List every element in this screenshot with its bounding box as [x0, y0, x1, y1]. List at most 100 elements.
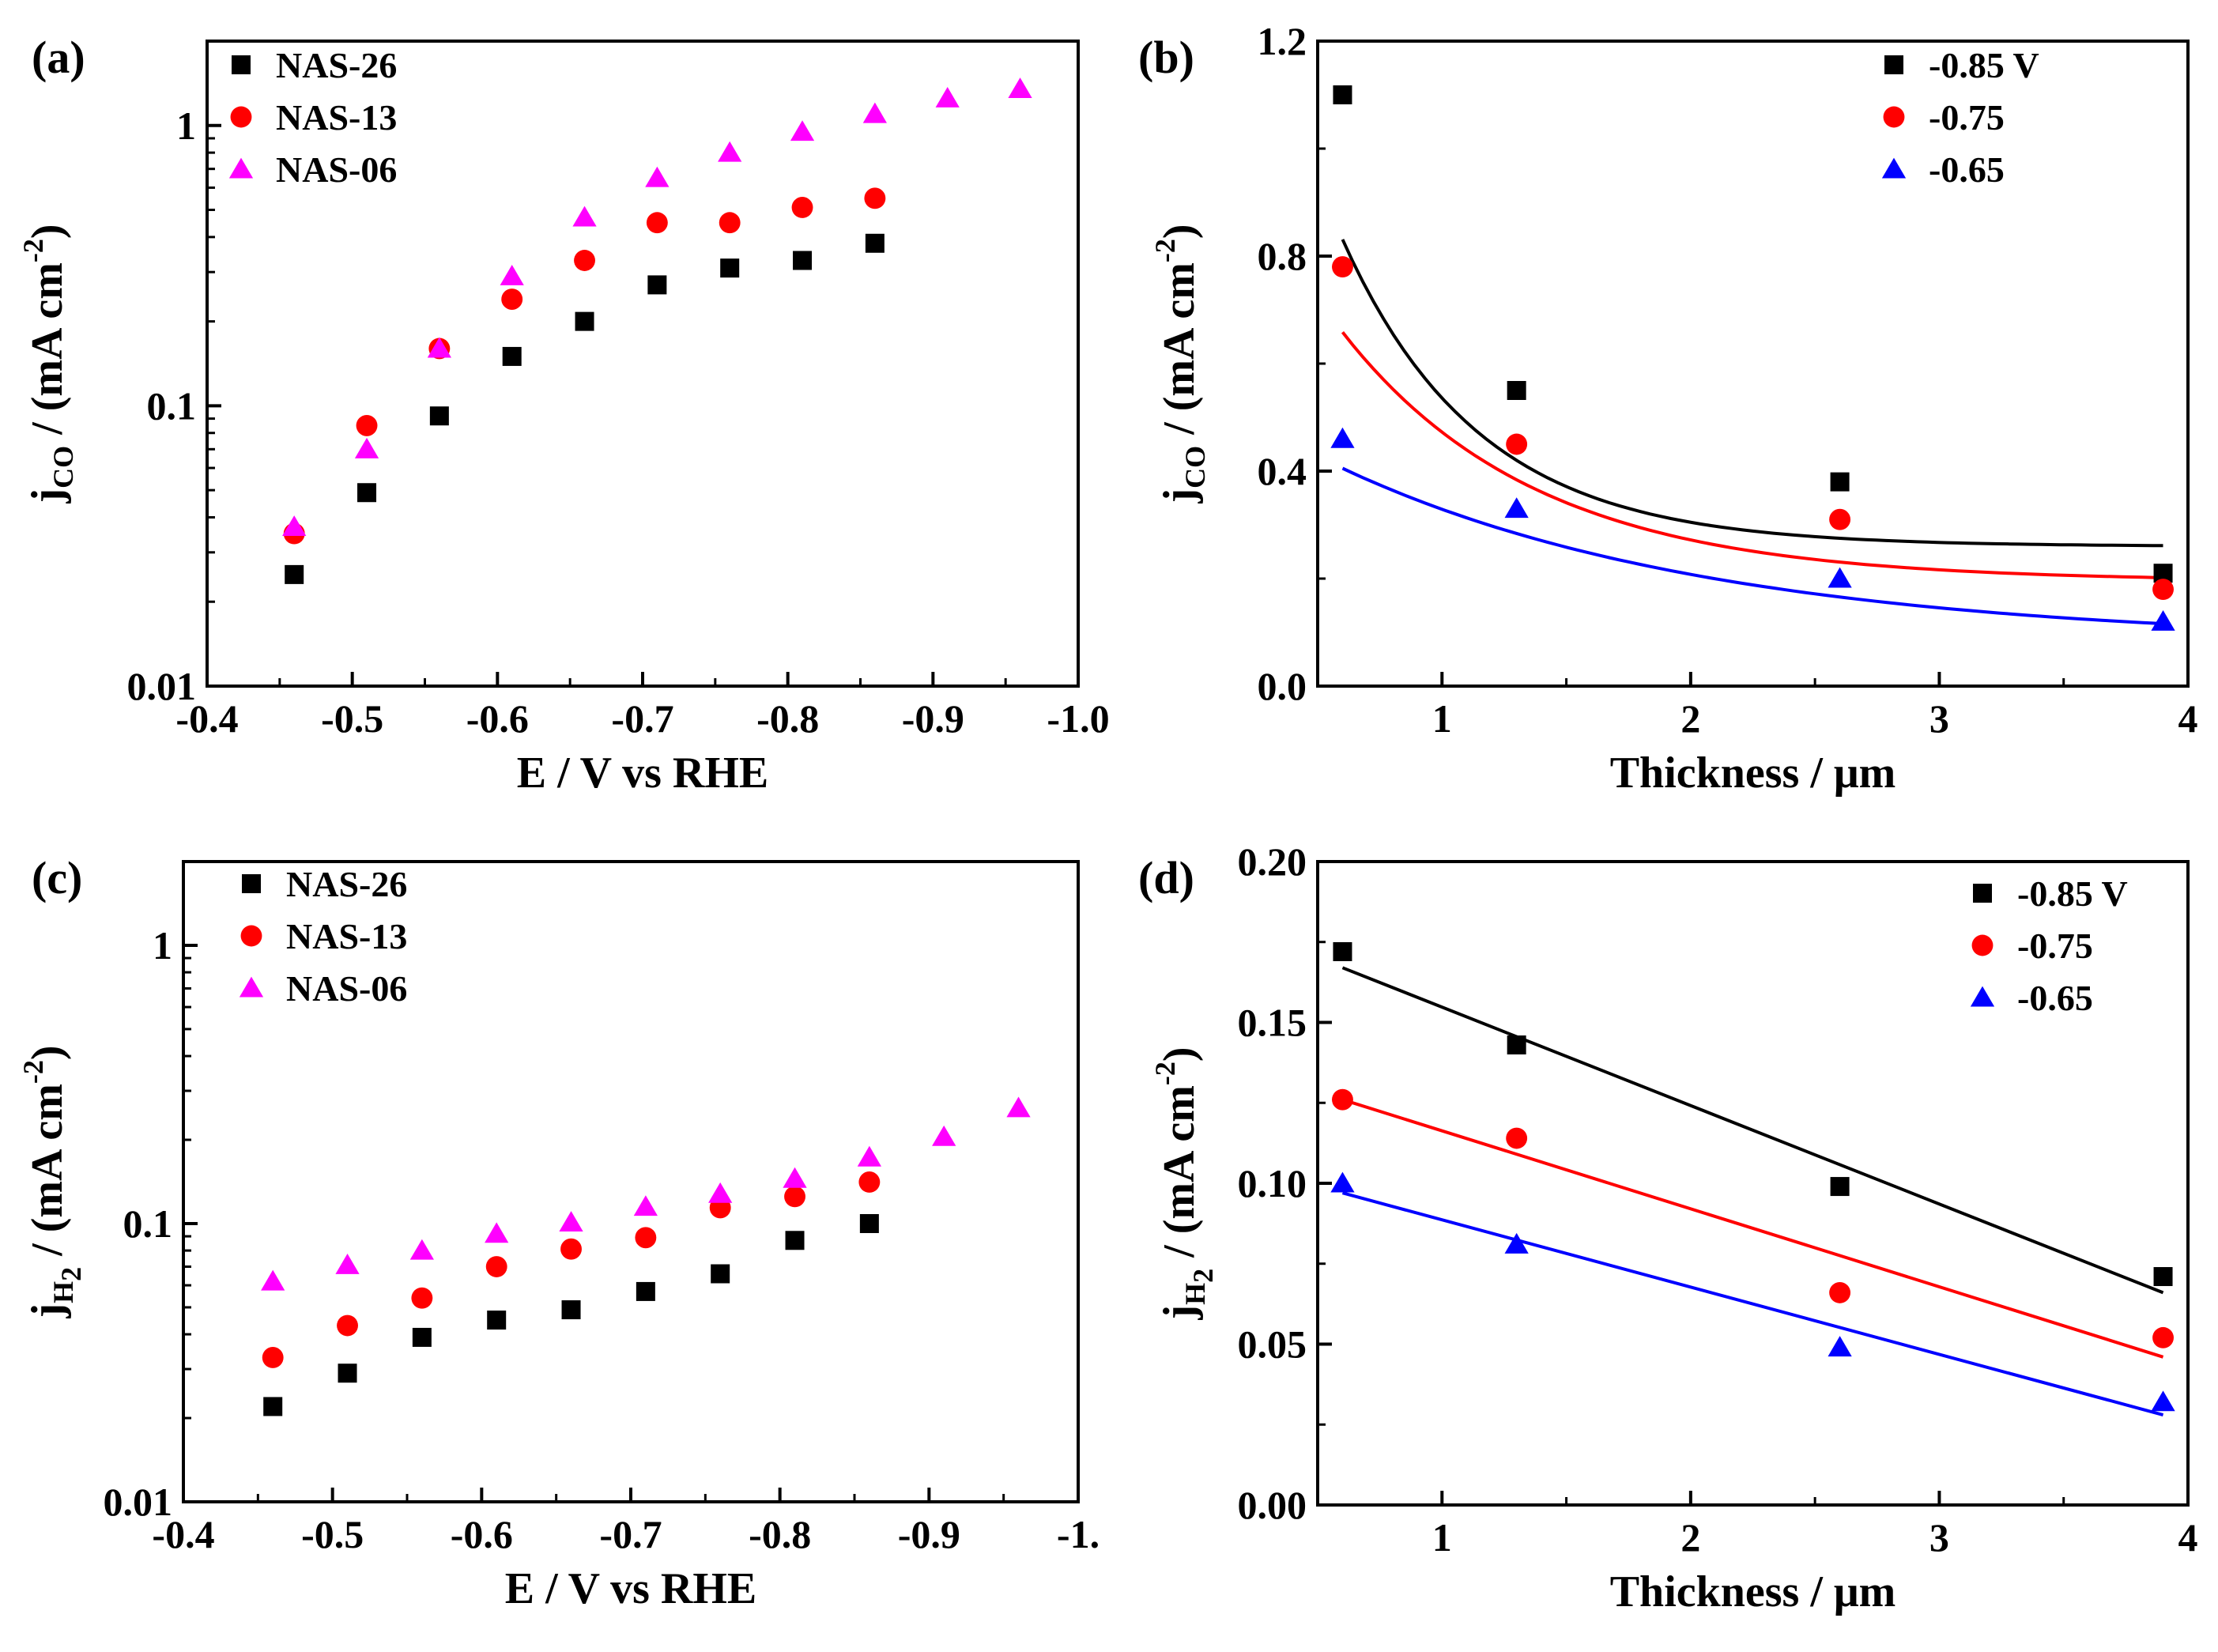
y-axis-title: jCO / (mA cm-2)	[1149, 224, 1211, 504]
legend-label: -0.85 V	[2017, 873, 2128, 914]
x-tick-label: 3	[1929, 696, 1949, 741]
y-tick-label: 0.01	[104, 1480, 173, 1524]
plot-frame	[182, 860, 1080, 1503]
data-point	[859, 1213, 879, 1233]
data-point	[500, 264, 524, 285]
y-axis-title-close: )	[1155, 1047, 1204, 1062]
data-point	[1828, 567, 1852, 588]
y-axis-title-subscript: CO	[1179, 446, 1211, 488]
panel-label: (b)	[1138, 32, 1194, 83]
legend-marker	[1884, 55, 1903, 74]
x-tick-label: -1.	[1057, 1512, 1100, 1556]
y-axis-title-superscript: -2	[1149, 1062, 1181, 1085]
legend-marker	[232, 55, 251, 74]
x-tick-label: -0.6	[466, 696, 529, 741]
data-point	[784, 1186, 805, 1208]
legend-marker	[1970, 986, 1995, 1007]
y-tick-label: 0.8	[1258, 234, 1307, 278]
y-axis-title: jH2 / (mA cm-2)	[17, 1045, 87, 1318]
data-point	[560, 1238, 582, 1260]
y-axis-title-superscript: -2	[17, 1060, 49, 1084]
data-point	[636, 1281, 655, 1301]
legend-label: -0.75	[2017, 926, 2093, 966]
x-tick-label: 4	[2178, 696, 2198, 741]
fit-line	[1341, 966, 2164, 1295]
y-axis-title-main: j	[1155, 488, 1204, 504]
x-axis-title: E / V vs RHE	[517, 749, 768, 798]
legend-marker	[239, 976, 264, 998]
data-point	[354, 437, 379, 458]
legend-marker	[1973, 884, 1992, 903]
panel-b: 1 2 3 4 0.0 0.4 0.8 1.2 Thickness / μm jCO / (mA …	[1138, 19, 2198, 798]
data-point	[411, 1287, 433, 1309]
data-point	[1332, 256, 1353, 278]
data-point	[720, 258, 740, 278]
data-point	[335, 1253, 360, 1274]
data-point	[711, 1264, 730, 1284]
y-axis-title-subsubscript: 2	[1187, 1269, 1219, 1283]
data-point	[285, 564, 304, 584]
data-point	[1506, 433, 1528, 455]
plot-frame	[1316, 40, 2190, 688]
data-point	[645, 166, 670, 187]
panel-a: -0.4 -0.5 -0.6 -0.7 -0.8 -0.9 -1.0 0.01 0.1 1 E / …	[17, 32, 1110, 798]
data-point	[862, 102, 887, 123]
data-point	[574, 250, 595, 271]
legend-label: -0.65	[2017, 978, 2093, 1018]
x-tick-label: -0.4	[175, 696, 238, 741]
x-tick-label: 2	[1680, 696, 1700, 741]
y-axis-title-close: )	[1155, 224, 1204, 239]
data-point	[1504, 497, 1529, 519]
data-point	[864, 187, 886, 209]
data-point	[635, 1227, 657, 1249]
legend-marker	[240, 925, 262, 947]
y-axis-title: jH2 / (mA cm-2)	[1149, 1047, 1219, 1320]
plot-frame	[206, 40, 1080, 688]
data-point	[261, 1269, 285, 1291]
data-point	[1333, 941, 1352, 961]
legend-marker	[1971, 934, 1994, 956]
data-point	[633, 1195, 658, 1216]
x-tick-label: -1.0	[1047, 696, 1109, 741]
data-point	[1829, 1281, 1851, 1303]
legend-marker	[242, 874, 261, 893]
data-point	[865, 233, 885, 253]
data-point	[647, 275, 667, 295]
panel-label: (c)	[32, 852, 82, 903]
legend-label: NAS-06	[286, 968, 407, 1009]
y-tick-label: 0.4	[1258, 449, 1307, 493]
data-point	[1507, 381, 1526, 400]
data-point	[719, 212, 741, 234]
x-tick-label: -0.9	[902, 696, 964, 741]
y-axis-title-superscript: -2	[17, 239, 49, 262]
data-point	[485, 1256, 507, 1277]
data-point	[793, 251, 813, 270]
data-point	[708, 1182, 733, 1203]
x-axis-title: Thickness / μm	[1610, 1567, 1896, 1616]
y-axis-title-text: / (mA cm	[23, 262, 72, 446]
y-tick-label: 0.10	[1238, 1161, 1307, 1205]
data-point	[783, 1167, 807, 1188]
legend-label: NAS-26	[276, 45, 397, 85]
x-tick-label: -0.7	[611, 696, 673, 741]
data-point	[1506, 1127, 1528, 1149]
data-point	[429, 406, 449, 426]
x-tick-label: -0.8	[756, 696, 819, 741]
y-tick-label: 0.1	[123, 1201, 173, 1246]
data-point	[857, 1145, 881, 1167]
data-point	[858, 1171, 881, 1193]
data-point	[646, 212, 668, 234]
data-point	[338, 1363, 357, 1383]
x-tick-label: -0.5	[321, 696, 383, 741]
legend-label: -0.65	[1929, 149, 2005, 190]
y-axis-title-text: / (mA cm	[1155, 1085, 1204, 1269]
x-tick-label: -0.4	[152, 1512, 214, 1556]
x-tick-label: 1	[1432, 1515, 1452, 1560]
legend-marker	[230, 106, 252, 128]
legend-label: -0.85 V	[1929, 45, 2039, 85]
y-tick-label: 0.05	[1238, 1322, 1307, 1367]
y-axis-title-main: j	[1155, 1305, 1204, 1321]
data-point	[932, 1125, 956, 1146]
data-point	[356, 414, 378, 436]
y-axis-title: jCO / (mA cm-2)	[17, 224, 79, 504]
